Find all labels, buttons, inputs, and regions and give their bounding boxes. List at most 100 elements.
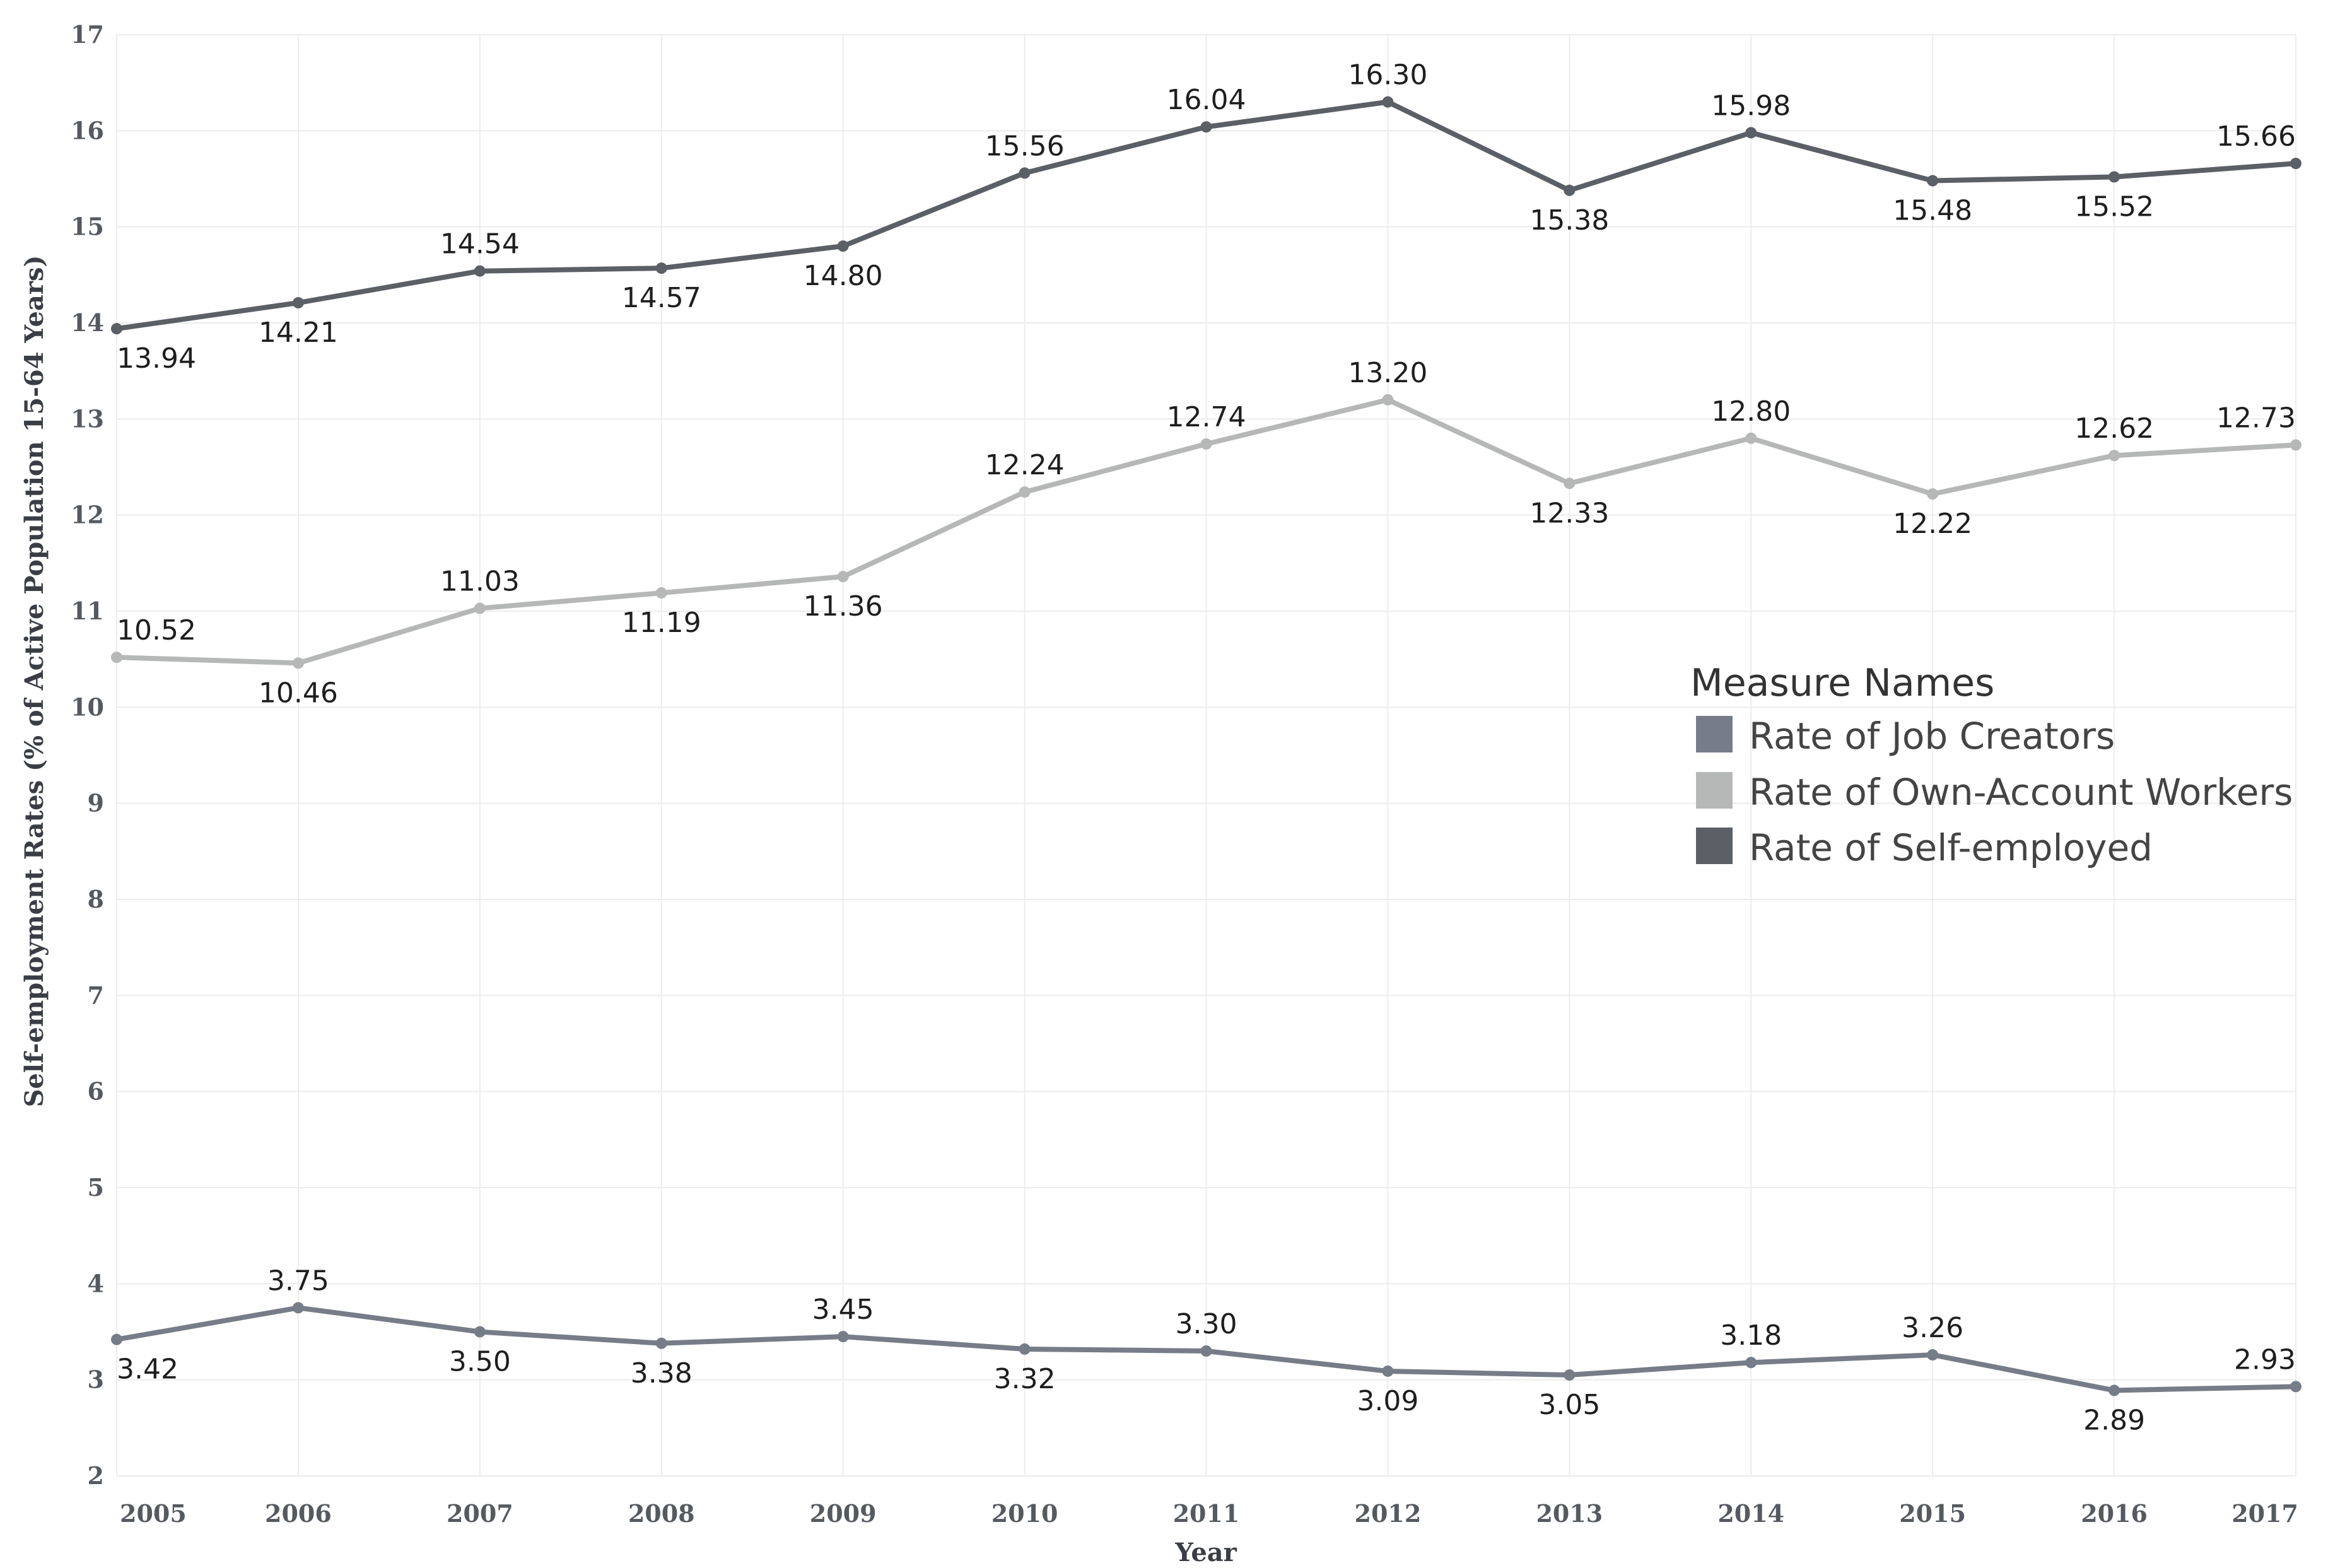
data-point bbox=[1745, 432, 1757, 444]
legend-swatch-job-creators bbox=[1696, 716, 1733, 752]
y-tick-label: 11 bbox=[71, 597, 104, 625]
data-label: 11.36 bbox=[804, 590, 883, 623]
data-label: 10.52 bbox=[117, 614, 196, 647]
data-label: 14.54 bbox=[440, 228, 520, 260]
y-tick-label: 12 bbox=[71, 501, 104, 529]
data-label: 12.74 bbox=[1167, 401, 1246, 433]
y-tick-label: 8 bbox=[88, 885, 104, 913]
y-tick-label: 15 bbox=[71, 213, 104, 241]
y-tick-label: 6 bbox=[88, 1077, 104, 1106]
data-label: 16.30 bbox=[1348, 59, 1427, 91]
data-point bbox=[1019, 167, 1031, 179]
data-label: 15.66 bbox=[2216, 120, 2296, 153]
data-point bbox=[2108, 1384, 2120, 1396]
legend-label-self-employed: Rate of Self-employed bbox=[1749, 826, 2153, 869]
data-label: 12.80 bbox=[1711, 395, 1791, 428]
data-label: 16.04 bbox=[1167, 84, 1246, 116]
data-label: 12.62 bbox=[2074, 412, 2154, 445]
data-point bbox=[111, 1333, 122, 1345]
data-label: 14.21 bbox=[259, 317, 338, 349]
data-point bbox=[1200, 438, 1212, 450]
data-point bbox=[1564, 184, 1576, 196]
x-tick-label: 2015 bbox=[1899, 1499, 1966, 1528]
y-axis-title: Self-employment Rates (% of Active Popul… bbox=[20, 255, 49, 1108]
data-point bbox=[1564, 1369, 1576, 1381]
y-tick-label: 14 bbox=[71, 308, 104, 337]
legend-label-own-account: Rate of Own-Account Workers bbox=[1749, 771, 2293, 814]
data-point bbox=[655, 587, 667, 599]
data-label: 3.26 bbox=[1902, 1312, 1963, 1344]
x-tick-label: 2009 bbox=[810, 1499, 877, 1528]
data-point bbox=[1200, 121, 1212, 133]
data-label: 3.75 bbox=[267, 1265, 329, 1297]
x-tick-label: 2011 bbox=[1173, 1499, 1240, 1528]
data-point bbox=[837, 240, 849, 252]
data-label: 3.50 bbox=[449, 1346, 511, 1378]
x-tick-label: 2006 bbox=[265, 1499, 332, 1528]
data-point bbox=[1927, 488, 1939, 500]
data-point bbox=[1927, 1349, 1939, 1361]
x-tick-label: 2012 bbox=[1355, 1499, 1422, 1528]
data-label: 3.42 bbox=[117, 1354, 178, 1386]
data-label: 3.18 bbox=[1720, 1319, 1782, 1352]
data-point bbox=[655, 1337, 667, 1349]
data-point bbox=[292, 1302, 304, 1314]
legend-swatch-own-account bbox=[1696, 772, 1733, 809]
data-label: 12.73 bbox=[2216, 402, 2296, 434]
data-labels: 13.94 14.21 14.54 14.57 14.80 15.56 16.04 16.30… bbox=[117, 59, 2296, 1437]
data-label: 3.09 bbox=[1357, 1385, 1418, 1417]
y-tick-label: 7 bbox=[88, 981, 104, 1009]
x-axis-ticks: 2005 2006 2007 2008 2009 2010 2011 2012 2013 2014… bbox=[120, 1499, 2298, 1528]
data-label: 13.94 bbox=[117, 342, 196, 375]
y-tick-label: 3 bbox=[88, 1366, 104, 1394]
data-point bbox=[1200, 1345, 1212, 1357]
x-tick-label: 2010 bbox=[991, 1499, 1058, 1528]
data-label: 3.32 bbox=[994, 1363, 1056, 1395]
data-label: 12.33 bbox=[1529, 497, 1609, 529]
data-point bbox=[2290, 439, 2301, 451]
data-label: 15.98 bbox=[1711, 90, 1791, 122]
x-tick-label: 2008 bbox=[628, 1499, 695, 1528]
data-label: 15.38 bbox=[1529, 204, 1609, 237]
x-tick-label: 2007 bbox=[447, 1499, 513, 1528]
x-tick-label: 2017 bbox=[2231, 1499, 2298, 1528]
x-axis-title: Year bbox=[1174, 1538, 1237, 1567]
data-point bbox=[837, 1331, 849, 1343]
data-point bbox=[111, 323, 122, 335]
data-label: 3.05 bbox=[1538, 1389, 1600, 1421]
data-point bbox=[1382, 96, 1394, 108]
data-point bbox=[292, 657, 304, 669]
data-label: 3.30 bbox=[1176, 1308, 1237, 1340]
data-point bbox=[2290, 1381, 2301, 1393]
data-label: 2.89 bbox=[2083, 1404, 2145, 1436]
y-tick-label: 9 bbox=[88, 789, 104, 817]
data-point bbox=[111, 652, 122, 664]
y-axis-ticks: 2 3 4 5 6 7 8 9 10 11 12 13 14 15 16 17 bbox=[71, 20, 104, 1490]
data-point bbox=[1019, 486, 1031, 498]
data-point bbox=[1745, 127, 1757, 139]
data-point bbox=[292, 297, 304, 309]
series-lines bbox=[111, 96, 2301, 1396]
data-point bbox=[1382, 394, 1394, 406]
data-label: 2.93 bbox=[2234, 1343, 2296, 1376]
data-label: 3.38 bbox=[631, 1357, 693, 1390]
data-label: 15.48 bbox=[1893, 195, 1972, 227]
y-tick-label: 4 bbox=[88, 1269, 104, 1297]
data-point bbox=[1564, 477, 1576, 489]
x-tick-label: 2016 bbox=[2081, 1499, 2148, 1528]
data-point bbox=[474, 602, 486, 614]
y-tick-label: 5 bbox=[88, 1173, 104, 1202]
data-label: 14.57 bbox=[622, 282, 701, 314]
legend-label-job-creators: Rate of Job Creators bbox=[1749, 715, 2115, 758]
data-point bbox=[1382, 1365, 1394, 1377]
legend: Measure Names Rate of Job Creators Rate … bbox=[1690, 661, 2293, 869]
data-label: 15.56 bbox=[985, 130, 1065, 162]
data-label: 14.80 bbox=[804, 260, 883, 292]
data-point bbox=[474, 1326, 486, 1338]
y-tick-label: 10 bbox=[71, 693, 104, 721]
data-label: 12.24 bbox=[985, 449, 1065, 481]
data-point bbox=[2108, 450, 2120, 462]
y-tick-label: 17 bbox=[71, 20, 104, 49]
x-tick-label: 2013 bbox=[1536, 1499, 1603, 1528]
data-point bbox=[2108, 171, 2120, 183]
